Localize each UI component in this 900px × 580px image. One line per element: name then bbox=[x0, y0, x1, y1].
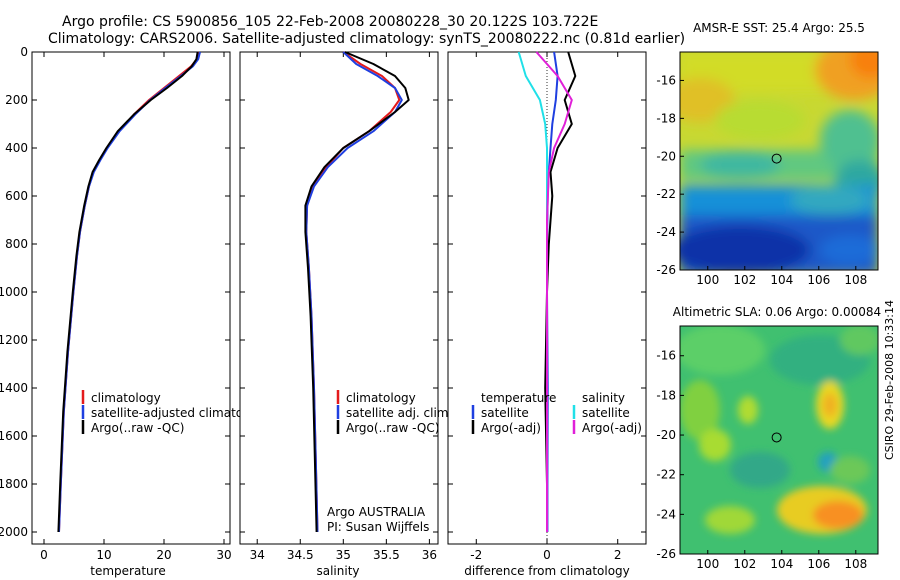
map-y-tick-label: -20 bbox=[656, 149, 676, 163]
legend-title-salinity: salinity bbox=[582, 391, 625, 405]
legend-label-temp-satellite: satellite bbox=[481, 406, 529, 420]
argo-note-country: Argo AUSTRALIA bbox=[327, 505, 426, 519]
argo-location-marker bbox=[771, 153, 782, 164]
y-tick-label: 1400 bbox=[0, 381, 28, 395]
series-line-argo-raw-qc bbox=[304, 51, 410, 533]
sst-map: AMSR-E SST: 25.4 Argo: 25.5 1 bbox=[656, 21, 879, 287]
y-tick-label: 1000 bbox=[0, 285, 28, 299]
difference-series bbox=[517, 51, 577, 532]
x-tick-label: 34 bbox=[250, 548, 265, 562]
map-y-tick-label: -18 bbox=[656, 388, 676, 402]
y-tick-label: 1600 bbox=[0, 429, 28, 443]
temperature-xlabel: temperature bbox=[90, 564, 165, 578]
salinity-y-ticks bbox=[240, 51, 438, 533]
map-y-tick-label: -24 bbox=[656, 507, 676, 521]
x-tick-label: 30 bbox=[216, 548, 231, 562]
header-line2: Climatology: CARS2006. Satellite-adjuste… bbox=[48, 31, 685, 47]
map-y-tick-label: -20 bbox=[656, 428, 676, 442]
y-tick-label: 1200 bbox=[0, 333, 28, 347]
x-tick-label: 10 bbox=[96, 548, 111, 562]
difference-panel: -2 0 2 difference from climatology tempera… bbox=[447, 51, 647, 578]
map-x-tick-label: 106 bbox=[807, 273, 830, 287]
legend-label-climatology: climatology bbox=[91, 391, 161, 405]
legend-title-temperature: temperature bbox=[481, 391, 556, 405]
salinity-axes-frame bbox=[239, 51, 439, 545]
y-tick-label: 400 bbox=[5, 141, 28, 155]
depth-axis: 0 200 400 600 800 1000 1200 1400 1600 1800 2000 bbox=[0, 45, 230, 539]
map-y-tick-label: -26 bbox=[656, 263, 676, 277]
temperature-series bbox=[57, 51, 201, 533]
map-x-tick-label: 104 bbox=[770, 273, 793, 287]
x-tick-label: 35 bbox=[336, 548, 351, 562]
series-line-argo-raw-qc bbox=[57, 51, 199, 533]
legend-label-climatology: climatology bbox=[346, 391, 416, 405]
sla-map-axes: 100 102 104 106 108 -16 -18 -20 -22 -24 -26 bbox=[656, 349, 867, 571]
sla-map: Altimetric SLA: 0.06 Argo: 0.00084 bbox=[656, 305, 881, 571]
legend-label-argo: Argo(..raw -QC) bbox=[346, 421, 439, 435]
map-x-tick-label: 108 bbox=[844, 273, 867, 287]
map-x-tick-label: 100 bbox=[696, 273, 719, 287]
map-x-tick-label: 100 bbox=[696, 557, 719, 571]
y-tick-label: 200 bbox=[5, 93, 28, 107]
series-line-temperature-argo-adj bbox=[544, 51, 577, 532]
map-y-tick-label: -26 bbox=[656, 547, 676, 561]
map-x-tick-label: 104 bbox=[770, 557, 793, 571]
legend-label-argo: Argo(..raw -QC) bbox=[91, 421, 184, 435]
map-x-tick-label: 102 bbox=[733, 557, 756, 571]
legend-label-satellite: satellite adj. clim. bbox=[346, 406, 452, 420]
salinity-series bbox=[304, 51, 410, 533]
difference-legend: temperature satellite Argo(-adj) salinit… bbox=[471, 391, 642, 435]
temperature-panel: 0 200 400 600 800 1000 1200 1400 1600 1800 2000 0 1… bbox=[0, 45, 269, 578]
map-y-tick-label: -22 bbox=[656, 187, 676, 201]
y-tick-label: 0 bbox=[20, 45, 28, 59]
x-tick-label: 0 bbox=[543, 548, 551, 562]
sst-map-frame bbox=[679, 51, 879, 271]
side-timestamp: CSIRO 29-Feb-2008 10:33:14 bbox=[883, 300, 896, 460]
x-tick-label: 35.5 bbox=[373, 548, 400, 562]
map-y-tick-label: -22 bbox=[656, 468, 676, 482]
y-tick-label: 600 bbox=[5, 189, 28, 203]
map-x-tick-label: 108 bbox=[844, 557, 867, 571]
map-y-tick-label: -16 bbox=[656, 349, 676, 363]
salinity-xlabel: salinity bbox=[316, 564, 359, 578]
map-y-tick-label: -16 bbox=[656, 73, 676, 87]
salinity-x-axis: 34 34.5 35 35.5 36 bbox=[250, 52, 437, 562]
difference-xlabel: difference from climatology bbox=[464, 564, 630, 578]
sst-map-title: AMSR-E SST: 25.4 Argo: 25.5 bbox=[693, 21, 865, 35]
series-line-salinity-argo-adj bbox=[535, 51, 573, 532]
x-tick-label: 34.5 bbox=[287, 548, 314, 562]
argo-location-marker bbox=[771, 432, 782, 443]
sla-map-frame bbox=[679, 325, 879, 555]
x-tick-label: -2 bbox=[470, 548, 482, 562]
difference-y-ticks bbox=[448, 51, 646, 533]
map-y-tick-label: -24 bbox=[656, 225, 676, 239]
x-tick-label: 2 bbox=[614, 548, 622, 562]
legend-label-sal-satellite: satellite bbox=[582, 406, 630, 420]
x-tick-label: 20 bbox=[156, 548, 171, 562]
temperature-axes-frame bbox=[31, 51, 231, 545]
legend-label-satellite: satellite-adjusted climatology bbox=[91, 406, 269, 420]
map-y-tick-label: -18 bbox=[656, 111, 676, 125]
y-tick-label: 1800 bbox=[0, 477, 28, 491]
salinity-panel: 34 34.5 35 35.5 36 salinity climatology sate… bbox=[239, 51, 452, 578]
sst-field bbox=[680, 52, 878, 270]
temperature-x-axis: 0 10 20 30 bbox=[40, 52, 232, 562]
map-x-tick-label: 106 bbox=[807, 557, 830, 571]
temperature-legend: climatology satellite-adjusted climatolo… bbox=[81, 390, 269, 435]
y-tick-label: 2000 bbox=[0, 525, 28, 539]
legend-label-temp-argo: Argo(-adj) bbox=[481, 421, 541, 435]
salinity-legend: climatology satellite adj. clim. Argo(..… bbox=[336, 390, 452, 435]
sla-map-title: Altimetric SLA: 0.06 Argo: 0.00084 bbox=[673, 305, 881, 319]
y-tick-label: 800 bbox=[5, 237, 28, 251]
x-tick-label: 36 bbox=[422, 548, 437, 562]
argo-note-pi: PI: Susan Wijffels bbox=[327, 520, 429, 534]
map-x-tick-label: 102 bbox=[733, 273, 756, 287]
legend-label-sal-argo: Argo(-adj) bbox=[582, 421, 642, 435]
header-line1: Argo profile: CS 5900856_105 22-Feb-2008… bbox=[62, 14, 598, 30]
sst-map-axes: 100 102 104 106 108 -16 -18 -20 -22 -24 -26 bbox=[656, 73, 867, 287]
sla-field bbox=[680, 326, 878, 554]
x-tick-label: 0 bbox=[40, 548, 48, 562]
